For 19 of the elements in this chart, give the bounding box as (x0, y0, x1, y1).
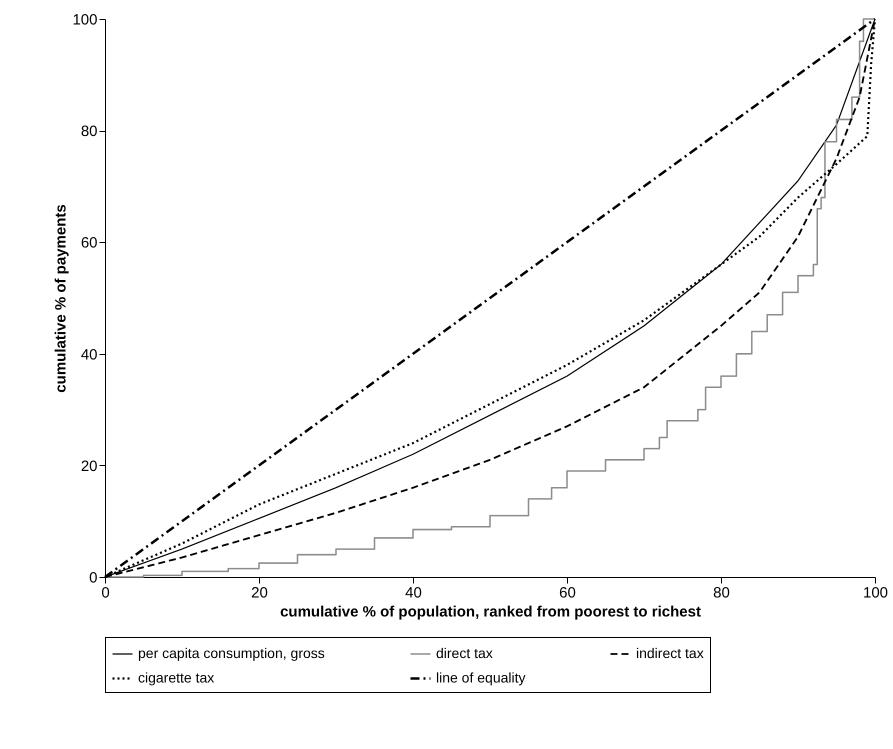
y-tick-label: 80 (80, 123, 98, 140)
legend-label: cigarette tax (138, 670, 214, 686)
y-tick-label: 0 (89, 570, 98, 586)
x-tick-label: 60 (559, 584, 576, 602)
x-tick-label: 20 (251, 584, 268, 602)
y-tick-label: 100 (72, 12, 98, 28)
y-tick-label: 40 (80, 346, 98, 364)
x-tick-label: 0 (101, 584, 110, 602)
legend-label: indirect tax (636, 645, 704, 661)
y-axis-title: cumulative % of payments (52, 204, 70, 393)
y-tick-label: 20 (80, 458, 98, 475)
legend-label: line of equality (436, 670, 526, 686)
x-axis-title: cumulative % of population, ranked from poorest to richest (280, 604, 701, 620)
x-tick-label: 40 (405, 584, 422, 602)
x-tick-label: 80 (713, 584, 730, 602)
legend-label: per capita consumption, gross (138, 645, 325, 661)
x-tick-label: 100 (862, 584, 888, 602)
legend-label: direct tax (436, 645, 493, 661)
y-tick-label: 60 (80, 234, 98, 252)
